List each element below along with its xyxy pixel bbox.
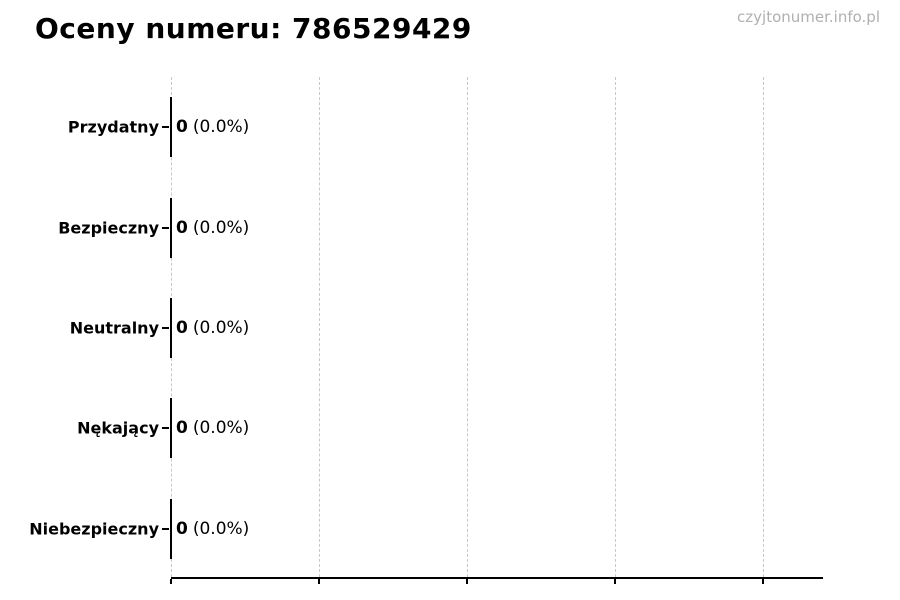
value-count: 0: [176, 519, 188, 539]
bar-niebezpieczny: [170, 499, 172, 559]
value-label: 0 (0.0%): [176, 418, 249, 438]
bar-bezpieczny: [170, 198, 172, 258]
value-count: 0: [176, 318, 188, 338]
gridline: [615, 77, 616, 577]
category-label: Niebezpieczny: [29, 519, 159, 539]
value-percent: (0.0%): [192, 117, 250, 137]
value-count: 0: [176, 218, 188, 238]
category-label: Przydatny: [67, 117, 159, 137]
category-label: Bezpieczny: [58, 218, 159, 238]
value-percent: (0.0%): [192, 218, 250, 238]
watermark: czyjtonumer.info.pl: [737, 8, 880, 26]
value-label: 0 (0.0%): [176, 117, 249, 137]
category-label: Nękający: [77, 418, 159, 438]
chart-title: Oceny numeru: 786529429: [35, 12, 472, 45]
value-percent: (0.0%): [192, 519, 250, 539]
x-axis-tick: [466, 579, 468, 584]
gridline: [319, 77, 320, 577]
value-percent: (0.0%): [192, 418, 250, 438]
category-label: Neutralny: [69, 318, 159, 338]
y-axis-tick: [162, 227, 169, 229]
x-axis-tick: [170, 579, 172, 584]
bar-nekajacy: [170, 398, 172, 458]
x-axis-tick: [614, 579, 616, 584]
y-axis-tick: [162, 126, 169, 128]
gridline: [467, 77, 468, 577]
y-axis-tick: [162, 528, 169, 530]
value-count: 0: [176, 117, 188, 137]
value-percent: (0.0%): [192, 318, 250, 338]
y-axis-tick: [162, 427, 169, 429]
y-axis-tick: [162, 327, 169, 329]
gridline: [763, 77, 764, 577]
bar-przydatny: [170, 97, 172, 157]
x-axis-line: [171, 577, 823, 579]
value-count: 0: [176, 418, 188, 438]
x-axis-tick: [318, 579, 320, 584]
value-label: 0 (0.0%): [176, 519, 249, 539]
bar-neutralny: [170, 298, 172, 358]
value-label: 0 (0.0%): [176, 218, 249, 238]
value-label: 0 (0.0%): [176, 318, 249, 338]
x-axis-tick: [762, 579, 764, 584]
plot-area: Przydatny 0 (0.0%) Bezpieczny 0 (0.0%) Neu…: [29, 77, 823, 584]
